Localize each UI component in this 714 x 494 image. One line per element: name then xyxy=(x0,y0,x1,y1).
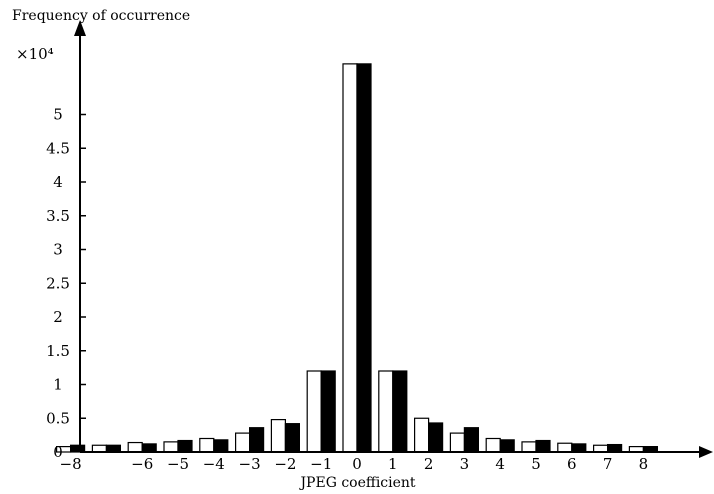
bar-white-1 xyxy=(378,370,394,453)
bar-black-7 xyxy=(606,443,623,453)
bar-black-0 xyxy=(356,63,372,453)
bar-white-−5 xyxy=(163,441,179,453)
bar-black-3 xyxy=(463,427,479,453)
y-tick-label: 4.5 xyxy=(46,139,70,157)
bar-white-5 xyxy=(521,441,537,453)
x-ticks-group: −8 −6 −5 −4 −3 −2 −1 0 1 2 3 4 5 6 7 8 xyxy=(60,455,649,473)
bar-black-−8 xyxy=(69,444,86,453)
x-tick-label: 4 xyxy=(495,455,505,473)
y-tick-label: 0 xyxy=(53,443,63,461)
bars-group xyxy=(55,63,659,453)
y-axis-arrow-icon xyxy=(74,20,86,36)
y-tick-label: 2 xyxy=(53,308,63,326)
x-tick-label: 3 xyxy=(460,455,470,473)
bar-black-4 xyxy=(499,439,515,453)
x-tick-label: −2 xyxy=(274,455,296,473)
x-tick-label: 1 xyxy=(388,455,398,473)
bar-white-2 xyxy=(414,417,430,453)
bar-white-−3 xyxy=(235,432,251,453)
y-tick-label: 0.5 xyxy=(46,409,70,427)
bar-black-−3 xyxy=(249,427,265,453)
x-tick-label: 2 xyxy=(424,455,434,473)
bar-white-3 xyxy=(449,432,465,453)
x-axis-title: JPEG coefficient xyxy=(298,475,415,491)
bar-black-−1 xyxy=(320,370,336,453)
bar-black-2 xyxy=(428,422,444,453)
y-axis-title: Frequency of occurrence xyxy=(12,8,190,24)
y-axis-multiplier: ×10⁴ xyxy=(16,45,54,63)
x-tick-label: −3 xyxy=(239,455,261,473)
y-tick-label: 1.5 xyxy=(46,342,70,360)
bar-white-−7 xyxy=(91,444,108,453)
bar-black-−4 xyxy=(213,439,229,453)
x-tick-label: 0 xyxy=(352,455,362,473)
bar-black-−7 xyxy=(105,444,122,453)
x-tick-label: 5 xyxy=(531,455,541,473)
x-tick-label: 6 xyxy=(567,455,577,473)
y-tick-label: 5 xyxy=(53,106,63,124)
bar-black-5 xyxy=(535,439,551,453)
bar-white-−4 xyxy=(199,437,215,453)
x-tick-label: −4 xyxy=(203,455,225,473)
x-tick-label: −5 xyxy=(167,455,189,473)
x-axis-arrow-icon xyxy=(699,446,713,458)
bar-white-4 xyxy=(485,437,501,453)
y-tick-label: 1 xyxy=(53,376,63,394)
y-ticks-group: 0 0.5 1 1.5 2 2.5 3 3.5 4 4.5 5 xyxy=(46,106,86,461)
bar-black-−6 xyxy=(141,443,157,453)
y-tick-label: 3.5 xyxy=(46,207,70,225)
y-tick-label: 4 xyxy=(53,173,63,191)
x-tick-label: 7 xyxy=(603,455,613,473)
bar-black-−2 xyxy=(284,423,300,453)
bar-black-−5 xyxy=(177,439,193,453)
x-tick-label: −6 xyxy=(131,455,153,473)
axes-group xyxy=(74,20,713,458)
bar-black-6 xyxy=(571,443,587,453)
x-tick-label: −1 xyxy=(310,455,332,473)
y-tick-label: 2.5 xyxy=(46,274,70,292)
bar-white-−1 xyxy=(306,370,322,453)
bar-white-6 xyxy=(557,442,573,453)
x-tick-label: 8 xyxy=(639,455,649,473)
bar-white-7 xyxy=(592,444,609,453)
y-tick-label: 3 xyxy=(53,241,63,259)
bar-black-1 xyxy=(392,370,408,453)
bar-white-−6 xyxy=(127,441,143,453)
x-tick-label: −8 xyxy=(60,455,82,473)
bar-white-−2 xyxy=(270,419,286,453)
bar-white-0 xyxy=(342,63,358,453)
